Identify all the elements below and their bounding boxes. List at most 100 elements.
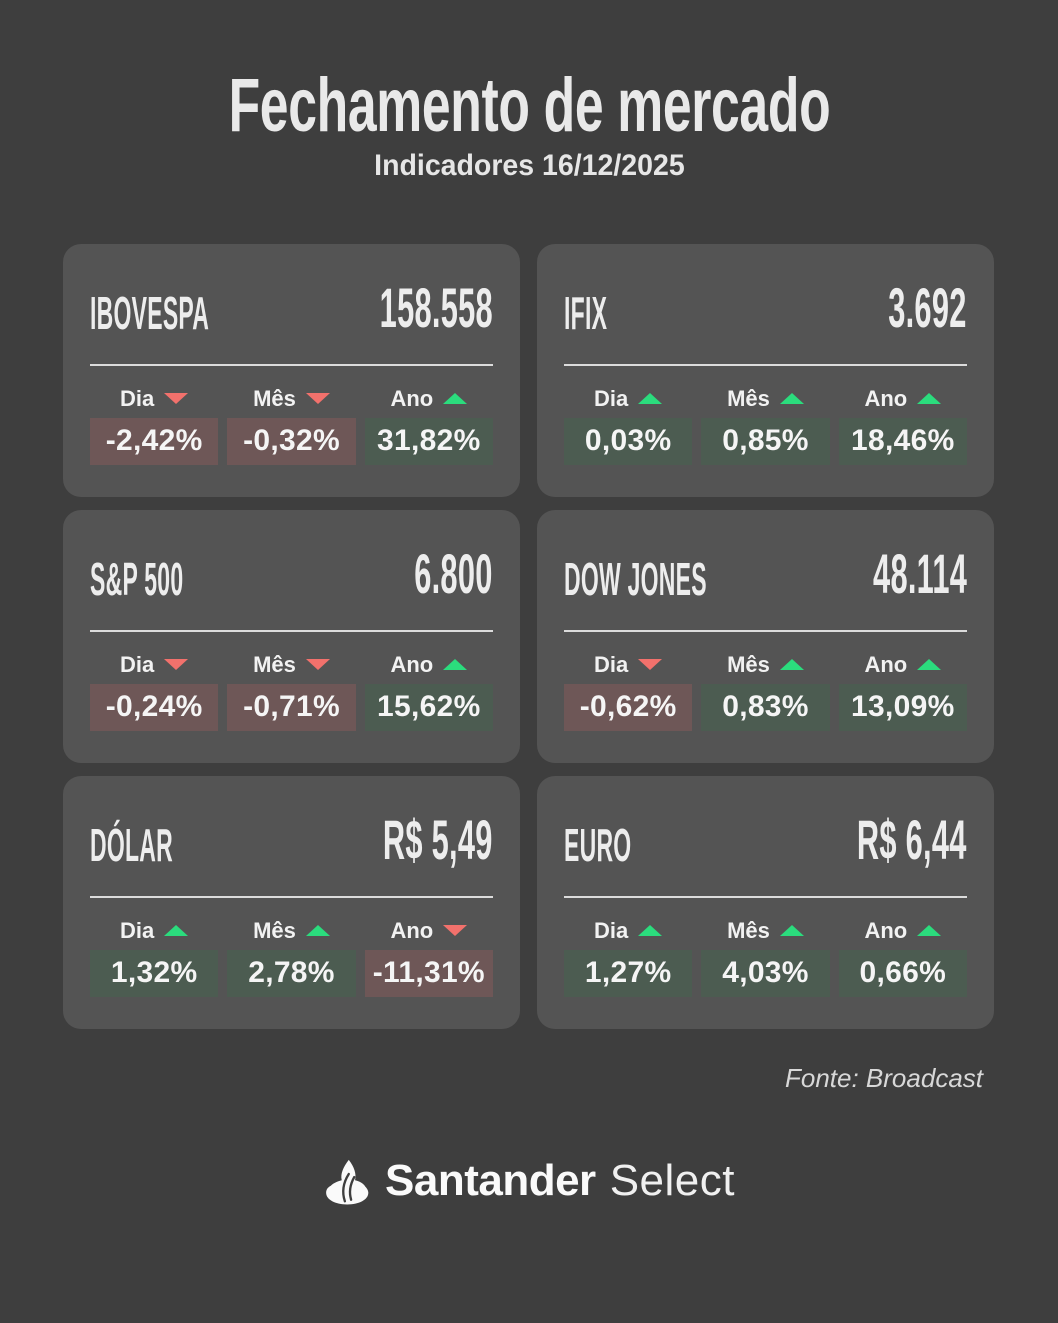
trend-up-icon (305, 925, 330, 937)
card-sp500: S&P 500 6.800 Dia -0,24% Mês -0,71% (63, 509, 520, 763)
indicator-name: IFIX (564, 286, 608, 339)
periods-row: Dia 0,03% Mês 0,85% Ano 18,46% (537, 366, 994, 465)
period-value-chip: -0,62% (564, 683, 693, 731)
indicator-name: DÓLAR (90, 818, 174, 871)
indicator-value: 48.114 (872, 541, 967, 605)
trend-down-icon (638, 659, 663, 671)
indicator-name: EURO (564, 818, 632, 871)
page-subtitle-text: Indicadores 16/12/2025 (373, 148, 685, 182)
card-dolar: DÓLAR R$ 5,49 Dia 1,32% Mês 2,78% (63, 775, 520, 1029)
trend-up-icon (638, 925, 663, 937)
period-label-text: Dia (594, 385, 629, 411)
period-value-chip: 1,32% (90, 949, 219, 997)
header: Fechamento de mercado Indicadores 16/12/… (0, 0, 1058, 182)
trend-up-icon (917, 925, 942, 937)
trend-down-icon (164, 659, 189, 671)
period-label-text: Mês (727, 385, 770, 411)
period-dia: Dia 0,03% (564, 386, 693, 465)
period-label-text: Dia (594, 917, 629, 943)
divider (564, 363, 967, 366)
periods-row: Dia 1,32% Mês 2,78% Ano -11,31% (63, 898, 520, 997)
period-label: Dia (90, 386, 218, 412)
page-title-text: Fechamento de mercado (228, 63, 830, 148)
source-caption: Fonte: Broadcast (785, 1062, 983, 1093)
period-label-text: Dia (120, 917, 155, 943)
indicator-value: R$ 5,49 (383, 807, 493, 871)
indicator-value: R$ 6,44 (857, 807, 967, 871)
trend-up-icon (779, 925, 804, 937)
period-label-text: Mês (253, 385, 296, 411)
period-value-chip: 13,09% (838, 683, 967, 731)
period-label: Mês (701, 386, 829, 412)
card-header: DÓLAR R$ 5,49 (63, 776, 520, 872)
period-label-text: Ano (390, 651, 434, 677)
divider (564, 629, 967, 632)
period-label: Mês (227, 386, 355, 412)
period-label-text: Mês (727, 651, 770, 677)
periods-row: Dia -2,42% Mês -0,32% Ano 31,82% (63, 366, 520, 465)
period-ano: Ano 31,82% (364, 386, 493, 465)
card-header: EURO R$ 6,44 (537, 776, 994, 872)
period-mes: Mês -0,71% (227, 651, 356, 731)
period-label: Ano (365, 918, 493, 944)
period-label: Mês (701, 918, 829, 944)
period-ano: Ano -11,31% (364, 918, 493, 997)
card-header: DOW JONES 48.114 (537, 510, 994, 606)
period-label-text: Mês (253, 651, 296, 677)
indicator-grid: IBOVESPA 158.558 Dia -2,42% Mês -0,32% (63, 243, 1058, 1029)
card-ifix: IFIX 3.692 Dia 0,03% Mês 0,85% (537, 243, 994, 497)
trend-up-icon (164, 925, 189, 937)
card-header: IBOVESPA 158.558 (63, 244, 520, 340)
period-label-text: Ano (390, 385, 434, 411)
period-value-chip: -11,31% (364, 949, 493, 997)
trend-up-icon (917, 393, 942, 405)
period-label: Ano (839, 386, 967, 412)
period-dia: Dia -0,62% (564, 652, 693, 731)
period-label-text: Dia (120, 651, 155, 677)
periods-row: Dia 1,27% Mês 4,03% Ano 0,66% (537, 898, 994, 997)
period-value-chip: -0,24% (90, 683, 219, 731)
period-label-text: Ano (390, 917, 434, 943)
period-label-text: Ano (864, 917, 908, 943)
period-value-chip: 0,85% (701, 417, 830, 465)
trend-up-icon (917, 659, 942, 671)
period-value-chip: 0,83% (701, 683, 830, 731)
period-label: Dia (564, 652, 692, 678)
period-value-chip: 0,03% (564, 417, 693, 465)
period-label: Ano (365, 386, 493, 412)
indicator-value: 158.558 (379, 275, 493, 339)
card-ibovespa: IBOVESPA 158.558 Dia -2,42% Mês -0,32% (63, 243, 520, 497)
santander-flame-icon (323, 1156, 373, 1206)
period-ano: Ano 13,09% (838, 652, 967, 731)
divider (564, 895, 967, 898)
trend-down-icon (305, 659, 330, 671)
indicator-value: 3.692 (888, 275, 967, 339)
periods-row: Dia -0,24% Mês -0,71% Ano 15,62% (63, 632, 520, 731)
period-dia: Dia 1,27% (564, 917, 693, 997)
periods-row: Dia -0,62% Mês 0,83% Ano 13,09% (537, 632, 994, 731)
period-label: Ano (839, 652, 967, 678)
period-label-text: Ano (864, 385, 908, 411)
trend-up-icon (779, 393, 804, 405)
period-label: Dia (564, 386, 692, 412)
divider (90, 363, 493, 366)
period-value-chip: -0,71% (227, 683, 356, 731)
period-value-chip: 15,62% (364, 683, 493, 731)
card-header: S&P 500 6.800 (63, 510, 520, 606)
divider (90, 895, 493, 898)
period-label-text: Mês (253, 917, 296, 943)
trend-up-icon (443, 393, 468, 405)
period-label: Dia (90, 918, 218, 944)
indicator-name: DOW JONES (564, 552, 707, 605)
trend-up-icon (638, 393, 663, 405)
card-dow-jones: DOW JONES 48.114 Dia -0,62% Mês 0,83% (537, 509, 994, 763)
period-dia: Dia -0,24% (90, 652, 219, 731)
trend-up-icon (443, 659, 468, 671)
period-value-chip: -0,32% (227, 417, 356, 465)
period-label: Dia (90, 652, 218, 678)
period-value-chip: 31,82% (364, 417, 493, 465)
period-label: Mês (701, 652, 829, 678)
period-label-text: Dia (594, 651, 629, 677)
period-label-text: Mês (727, 917, 770, 943)
period-label: Ano (839, 918, 967, 944)
